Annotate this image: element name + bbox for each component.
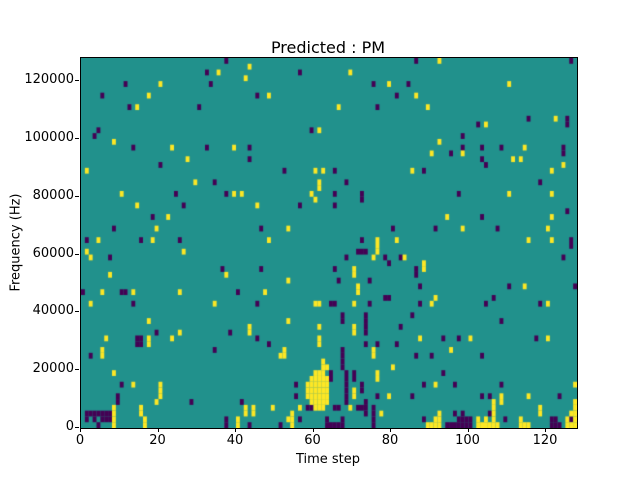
y-tick-label: 120000	[24, 72, 74, 88]
y-tick-mark	[75, 80, 79, 82]
x-tick-mark	[312, 428, 314, 432]
y-tick-mark	[75, 137, 79, 139]
y-tick-mark	[75, 195, 79, 197]
x-tick-label: 40	[226, 433, 244, 448]
y-tick-mark	[75, 311, 79, 313]
y-axis-label: Frequency (Hz)	[8, 193, 24, 292]
x-tick-label: 100	[455, 433, 480, 448]
x-tick-mark	[390, 428, 391, 432]
y-tick-label: 0	[65, 419, 74, 434]
x-tick-label: 0	[75, 433, 85, 448]
plot-title: Predicted : PM	[270, 38, 386, 57]
x-tick-label: 60	[304, 433, 321, 448]
x-tick-mark	[157, 428, 159, 432]
y-tick-mark	[75, 369, 79, 371]
x-tick-label: 20	[149, 433, 166, 448]
x-tick-mark	[545, 428, 546, 432]
y-tick-label: 60000	[32, 245, 74, 261]
y-tick-label: 40000	[32, 303, 74, 319]
y-tick-mark	[75, 253, 79, 255]
x-tick-mark	[235, 428, 236, 432]
x-tick-label: 120	[532, 433, 558, 448]
y-tick-label: 100000	[24, 129, 74, 145]
x-axis-label: Time step	[295, 452, 361, 467]
heatmap-canvas	[81, 58, 577, 428]
y-tick-mark	[75, 427, 79, 428]
x-tick-mark	[80, 428, 81, 432]
y-tick-label: 20000	[32, 361, 74, 377]
plot-area	[80, 57, 578, 429]
x-tick-mark	[467, 428, 469, 432]
x-tick-label: 80	[381, 433, 399, 448]
y-tick-label: 80000	[32, 187, 74, 203]
